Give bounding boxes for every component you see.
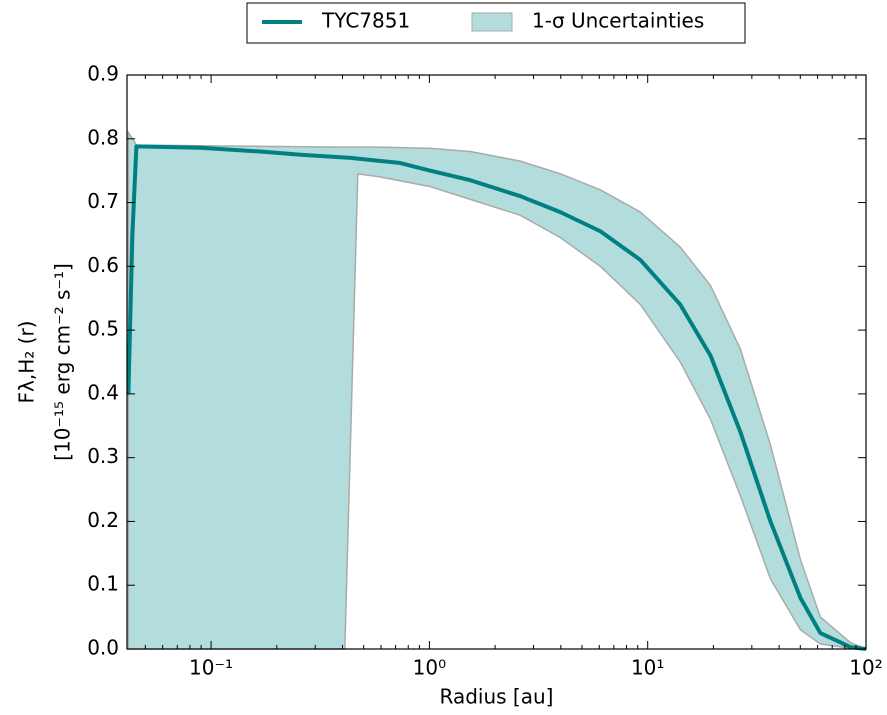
y-tick-label: 0.8 [87,125,119,149]
y-tick-label: 0.1 [87,572,119,596]
y-tick-label: 0.7 [87,189,119,213]
legend-swatch [471,12,513,32]
legend-label: TYC7851 [321,9,410,33]
y-tick-label: 0.2 [87,508,119,532]
x-tick-label: 10¹ [631,656,664,680]
y-tick-label: 0.6 [87,253,119,277]
y-axis-label: Fλ,H₂ (r) [15,321,39,404]
y-tick-label: 0.5 [87,317,119,341]
x-axis-label: Radius [au] [440,685,554,709]
y-axis-label: [10⁻¹⁵ erg cm⁻² s⁻¹] [51,263,75,461]
x-tick-label: 10² [849,656,882,680]
legend-label: 1-σ Uncertainties [532,9,704,33]
plot-frame [126,74,867,650]
y-tick-label: 0.4 [87,380,119,404]
uncertainty-band [127,129,867,650]
y-tick-label: 0.0 [87,636,119,660]
x-tick-label: 10⁰ [413,656,446,680]
y-tick-label: 0.9 [87,62,119,86]
y-tick-label: 0.3 [87,444,119,468]
x-tick-label: 10⁻¹ [189,656,233,680]
series-line [126,144,867,651]
